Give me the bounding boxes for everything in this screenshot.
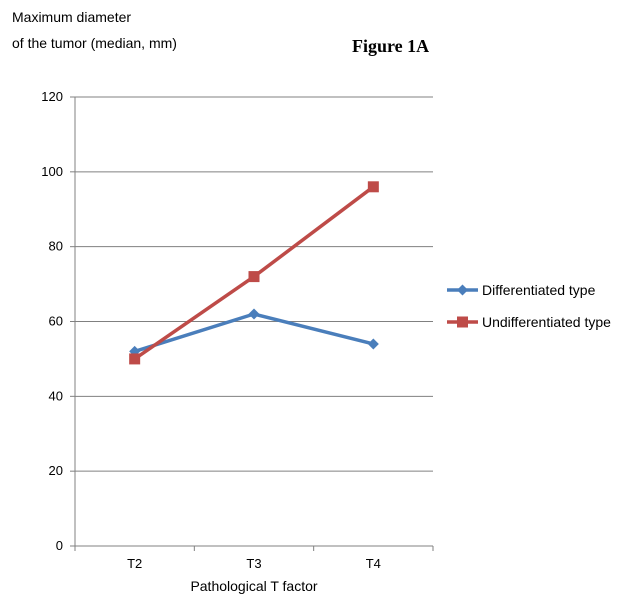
x-axis-ticks: T2 T3 T4 [74,546,434,571]
y-tick-label: 100 [41,164,63,179]
y-tick-label: 120 [41,89,63,104]
data-point-square [367,181,379,193]
x-tick-label: T4 [366,556,381,571]
y-tick-label: 0 [56,538,63,553]
y-axis-label-line1: Maximum diameter [12,9,131,25]
x-tick-label: T3 [246,556,261,571]
data-point-diamond [248,308,260,320]
y-tick-label: 80 [49,239,63,254]
series-group [129,181,379,365]
y-tick-label: 40 [49,388,63,403]
y-tick-label: 20 [49,463,63,478]
y-axis-ticks: 0 20 40 60 80 100 120 [41,89,75,553]
legend-label: Undifferentiated type [482,314,611,330]
data-point-square [248,271,260,283]
data-point-diamond [457,284,468,296]
chart-title: Figure 1A [352,36,429,56]
data-point-square [129,353,141,365]
data-point-diamond [367,338,379,350]
y-tick-label: 60 [49,314,63,329]
gridlines [75,96,433,472]
y-axis-label-line2: of the tumor (median, mm) [12,35,177,51]
x-tick-label: T2 [127,556,142,571]
data-point-square [457,316,468,328]
x-axis-label: Pathological T factor [190,578,317,594]
legend-label: Differentiated type [482,282,596,298]
legend: Differentiated type Undifferentiated type [447,282,611,330]
